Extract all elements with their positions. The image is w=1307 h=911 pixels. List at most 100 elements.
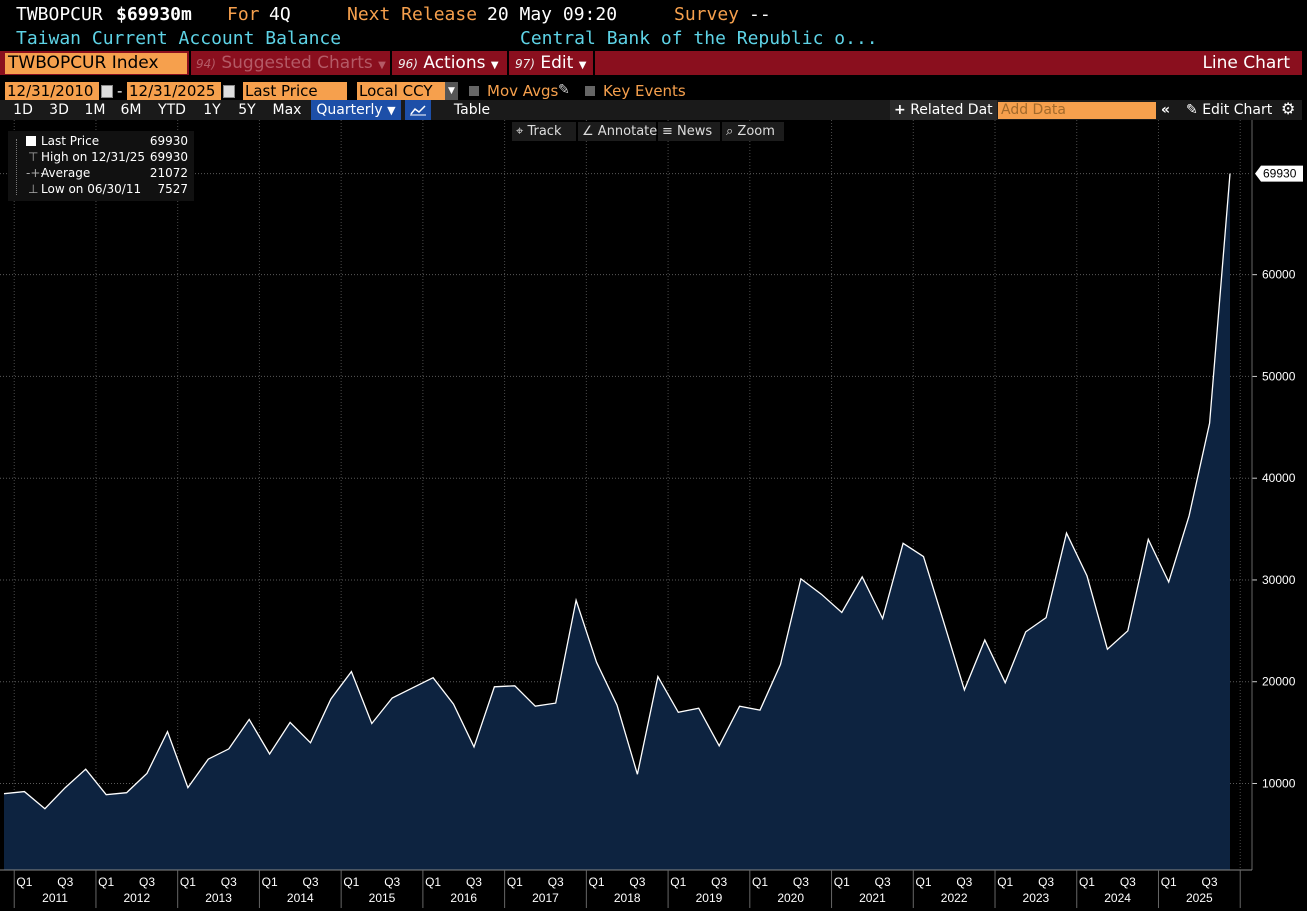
security-description: Taiwan Current Account Balance (16, 28, 342, 49)
last-value-marker: 69930 (1255, 165, 1303, 182)
header-line-1: TWBOPCUR $69930m For 4Q Next Release 20 … (0, 4, 1307, 26)
legend-name: Last Price (41, 134, 100, 148)
high-marker-icon: ⊤ (28, 150, 39, 164)
range-6m[interactable]: 6M (120, 102, 142, 118)
table-view-button[interactable]: Table (453, 102, 491, 118)
x-year-label: 2025 (1186, 891, 1213, 905)
edit-chart-label: Edit Chart (1202, 102, 1273, 118)
x-quarter-label: Q1 (1161, 875, 1177, 889)
period-label: For (227, 4, 260, 25)
x-quarter-label: Q1 (589, 875, 605, 889)
dropdown-arrow-icon: ▼ (490, 60, 499, 71)
mov-avgs-checkbox[interactable] (469, 86, 479, 96)
start-date-input[interactable]: 12/31/2010 (5, 82, 99, 100)
x-year-label: 2018 (614, 891, 641, 905)
line-chart-icon[interactable] (405, 100, 431, 120)
average-marker-icon: -+- (26, 166, 45, 180)
pencil-icon: ✎ (1186, 102, 1198, 118)
range-1m[interactable]: 1M (84, 102, 106, 118)
header-line-2: Taiwan Current Account Balance Central B… (0, 28, 1307, 50)
data-source: Central Bank of the Republic o... (520, 28, 878, 49)
range-1y[interactable]: 1Y (203, 102, 221, 118)
magnifier-icon: ⌕ (726, 124, 734, 139)
range-3d[interactable]: 3D (49, 102, 69, 118)
legend-tree-line (16, 139, 18, 195)
x-quarter-label: Q3 (221, 875, 237, 889)
zoom-tool[interactable]: ⌕ Zoom (722, 122, 784, 141)
suggested-charts-menu[interactable]: 94) Suggested Charts ▼ (196, 53, 386, 73)
y-tick-label: 60000 (1262, 268, 1296, 282)
calendar-icon[interactable] (101, 85, 113, 98)
crosshair-icon: ⌖ (516, 124, 524, 139)
dropdown-arrow-icon: ▼ (387, 104, 396, 117)
x-quarter-label: Q1 (915, 875, 931, 889)
dropdown-arrow-icon: ▼ (378, 60, 386, 71)
pencil-icon[interactable]: ✎ (558, 82, 570, 98)
x-quarter-label: Q3 (711, 875, 727, 889)
legend-low[interactable]: ⊥ Low on 06/30/11 7527 (8, 181, 194, 197)
legend-name: Low on 06/30/11 (41, 182, 142, 196)
x-year-label: 2011 (42, 891, 68, 905)
toolbar-divider (189, 51, 191, 75)
x-quarter-label: Q1 (262, 875, 278, 889)
suggested-charts-number: 94) (196, 57, 216, 71)
x-year-label: 2021 (859, 891, 886, 905)
legend-value: 21072 (149, 166, 188, 180)
legend-high[interactable]: ⊤ High on 12/31/25 69930 (8, 149, 194, 165)
x-quarter-label: Q1 (180, 875, 196, 889)
x-quarter-label: Q3 (57, 875, 73, 889)
ticker-symbol: TWBOPCUR (16, 4, 103, 25)
x-year-label: 2013 (205, 891, 232, 905)
pen-icon: ∠ (582, 124, 594, 139)
currency-select[interactable]: Local CCY (357, 82, 445, 100)
key-events-checkbox[interactable] (585, 86, 595, 96)
mov-avgs-label: Mov Avgs (487, 82, 559, 100)
edit-number: 97) (515, 57, 535, 71)
x-quarter-label: Q3 (793, 875, 809, 889)
range-5y[interactable]: 5Y (238, 102, 256, 118)
x-quarter-label: Q3 (1202, 875, 1218, 889)
calendar-icon[interactable] (223, 85, 235, 98)
gear-icon[interactable]: ⚙ (1281, 99, 1296, 118)
toolbar-divider (390, 51, 392, 75)
command-toolbar: 94) Suggested Charts ▼ 96) Actions ▼ 97)… (0, 51, 1302, 75)
frequency-select[interactable]: Quarterly ▼ (311, 100, 401, 120)
low-marker-icon: ⊥ (28, 182, 39, 196)
actions-label: Actions (423, 53, 486, 73)
y-tick-label: 20000 (1262, 675, 1296, 689)
edit-menu[interactable]: 97) Edit ▼ (515, 53, 586, 73)
range-1d[interactable]: 1D (13, 102, 33, 118)
annotate-tool[interactable]: ∠ Annotate (578, 122, 657, 141)
zoom-label: Zoom (737, 124, 775, 139)
field-select[interactable]: Last Price (243, 82, 347, 100)
actions-menu[interactable]: 96) Actions ▼ (398, 53, 499, 73)
news-tool[interactable]: ≡ News (658, 122, 720, 141)
x-year-label: 2019 (696, 891, 723, 905)
x-quarter-label: Q3 (1120, 875, 1136, 889)
end-date-input[interactable]: 12/31/2025 (127, 82, 221, 100)
x-quarter-label: Q1 (425, 875, 441, 889)
edit-chart-button[interactable]: ✎ Edit Chart (1186, 100, 1272, 120)
suggested-charts-label: Suggested Charts (221, 53, 373, 73)
range-ytd[interactable]: YTD (158, 102, 186, 118)
add-data-input[interactable]: Add Data (998, 102, 1156, 119)
collapse-icon[interactable]: « (1161, 102, 1171, 118)
toolbar-divider (507, 51, 509, 75)
x-year-label: 2015 (369, 891, 396, 905)
legend-average[interactable]: -+- Average 21072 (8, 165, 194, 181)
legend-value: 69930 (149, 134, 188, 148)
key-events-label: Key Events (603, 82, 686, 100)
security-input[interactable]: TWBOPCUR Index (5, 53, 187, 74)
series-area (4, 173, 1230, 871)
track-tool[interactable]: ⌖ Track (512, 122, 576, 141)
related-data-button[interactable]: + Related Dat (890, 100, 997, 120)
x-year-label: 2022 (941, 891, 968, 905)
legend-last-price[interactable]: Last Price 69930 (8, 133, 194, 149)
news-label: News (677, 124, 713, 139)
chevron-down-icon[interactable]: ▼ (445, 82, 458, 100)
legend-name: High on 12/31/25 (41, 150, 146, 164)
x-quarter-label: Q3 (629, 875, 645, 889)
range-max[interactable]: Max (272, 102, 302, 118)
date-separator: - (117, 82, 123, 100)
